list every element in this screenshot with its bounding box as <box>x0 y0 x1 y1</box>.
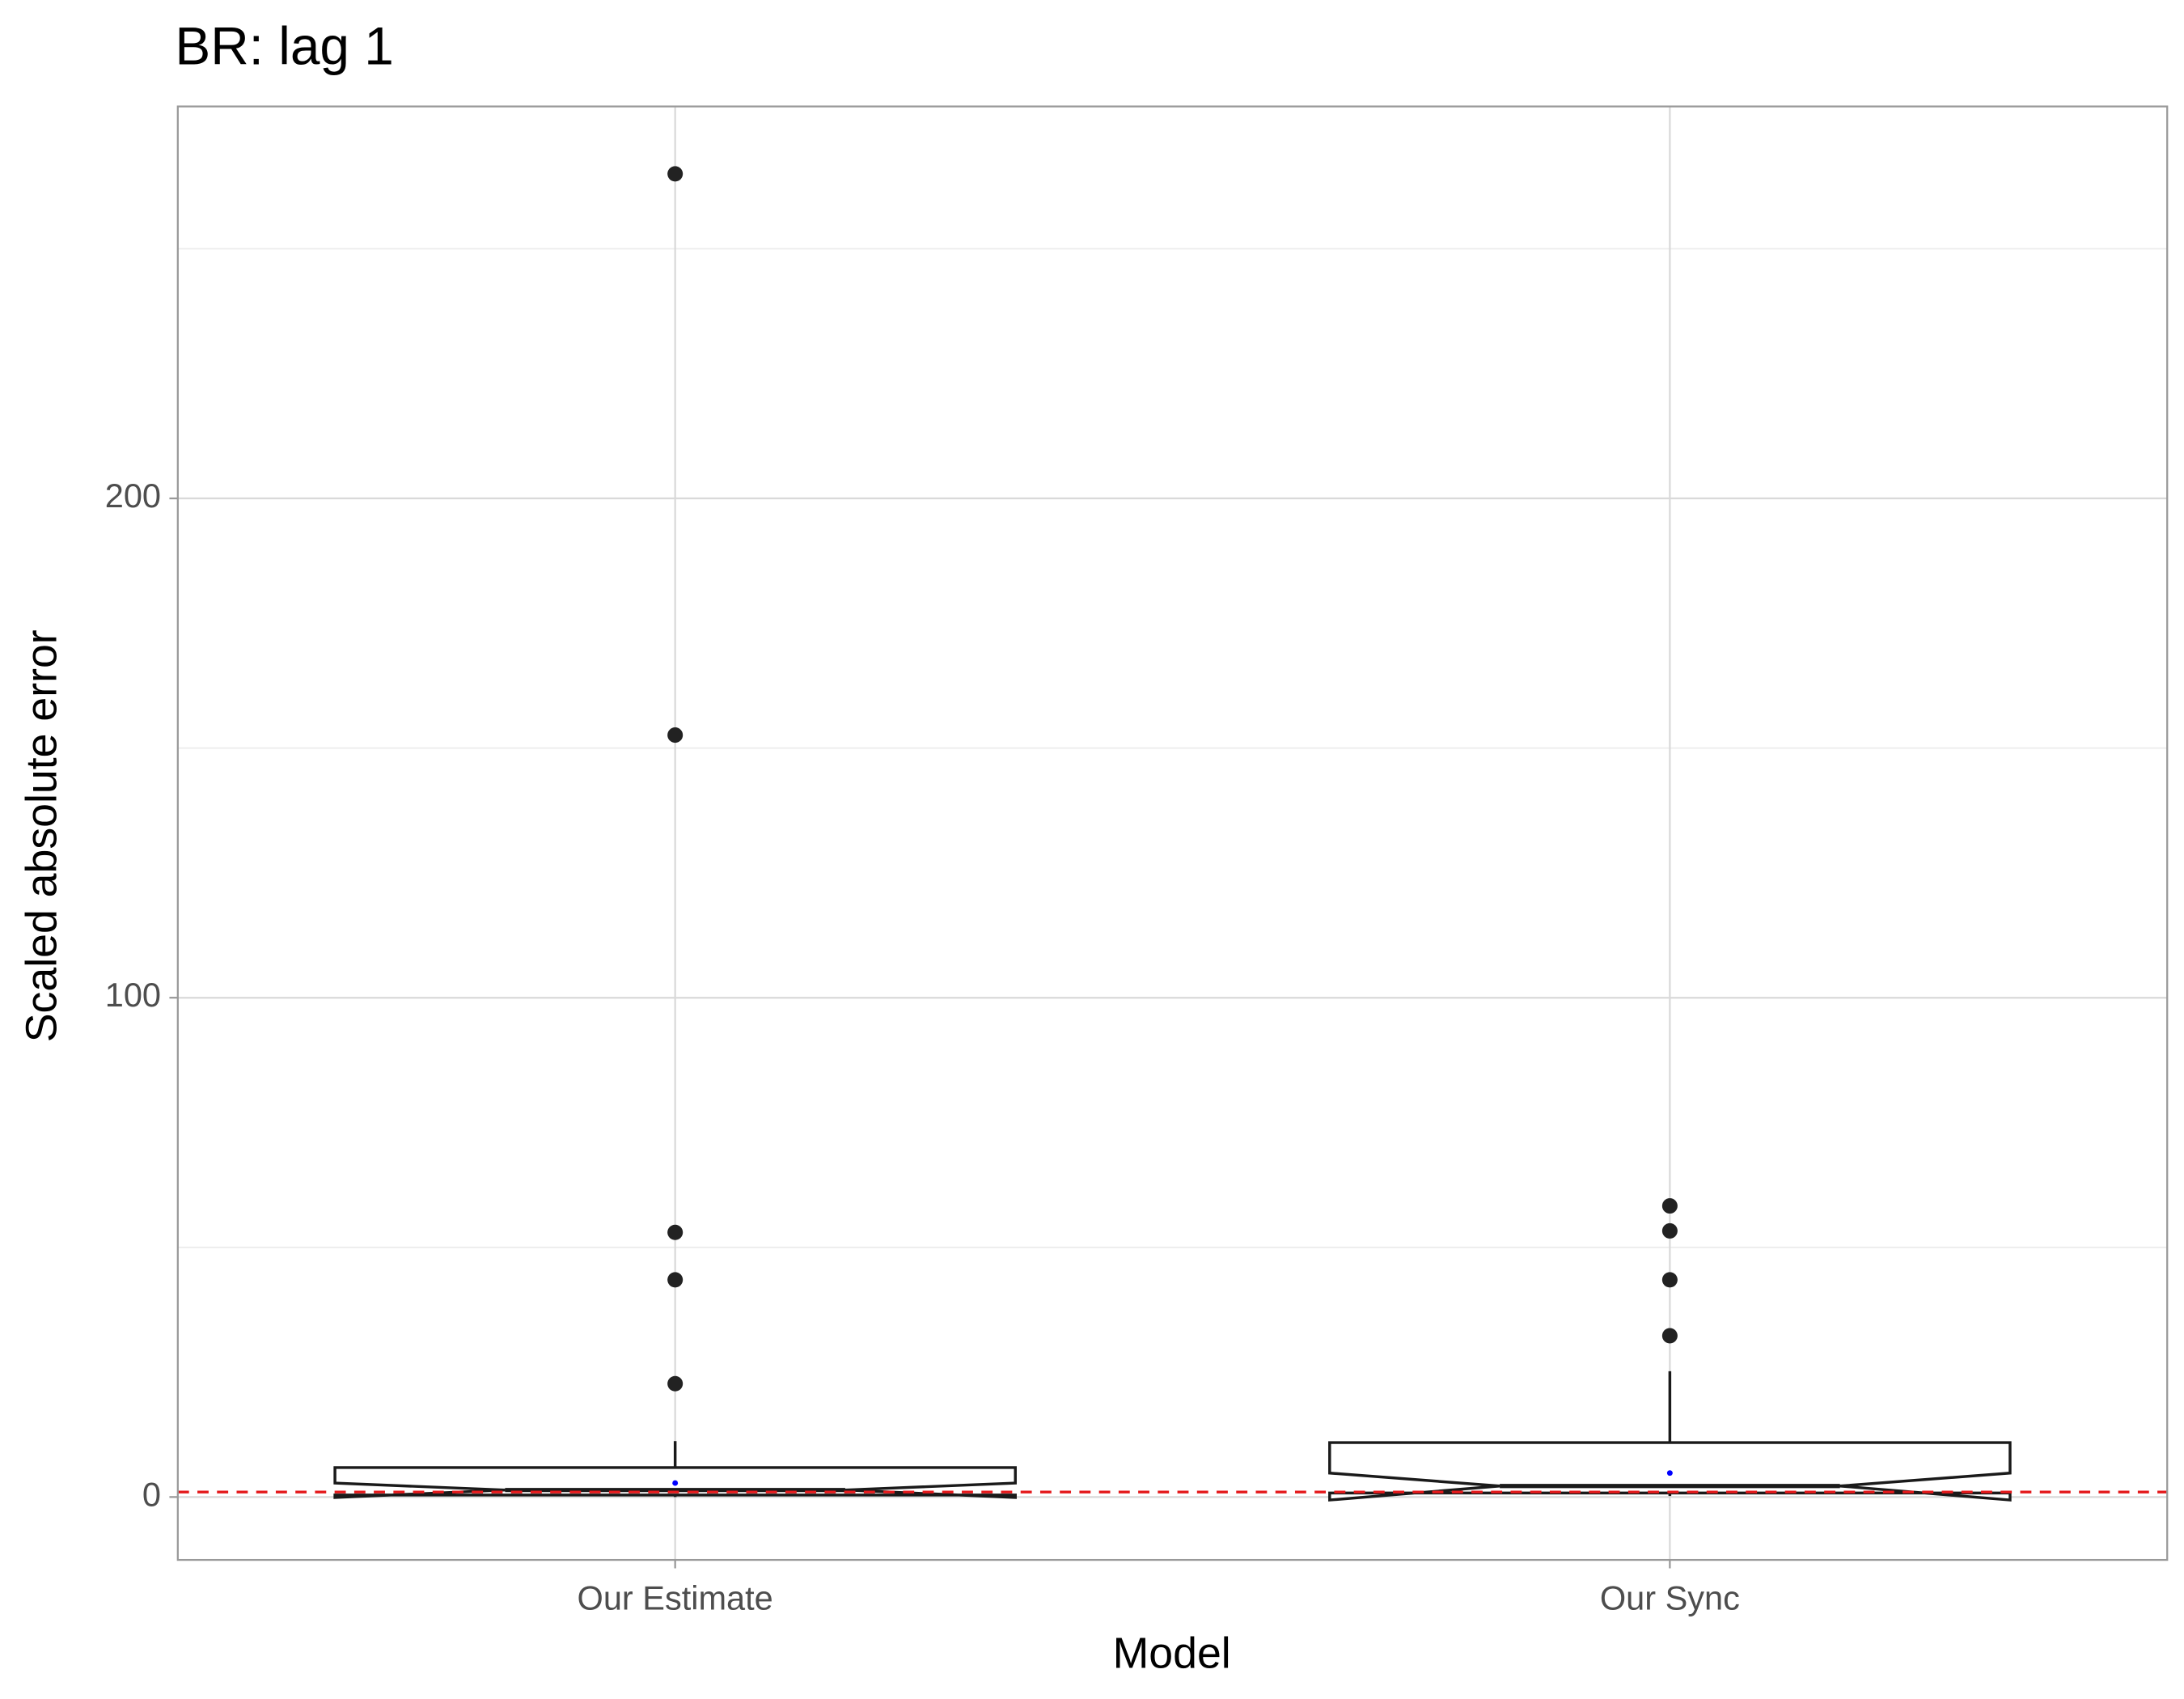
outlier <box>667 166 684 182</box>
x-tick-label: Our Estimate <box>578 1578 773 1616</box>
outlier <box>667 1272 684 1288</box>
mean-point <box>672 1480 679 1486</box>
panel-border <box>176 105 2169 1561</box>
outlier <box>667 1224 684 1240</box>
chart-title: BR: lag 1 <box>175 16 393 76</box>
outlier <box>1661 1328 1678 1344</box>
outlier <box>667 727 684 744</box>
outlier <box>1661 1222 1678 1239</box>
outlier <box>1661 1198 1678 1214</box>
x-tick-label: Our Sync <box>1600 1578 1740 1616</box>
y-axis-title: Scaled absolute error <box>18 629 66 1042</box>
panel <box>177 106 2168 1561</box>
x-axis-title: Model <box>1113 1629 1231 1678</box>
mean-point <box>1666 1470 1673 1477</box>
y-tick-label: 0 <box>142 1475 161 1513</box>
outlier <box>1661 1272 1678 1288</box>
y-tick-label: 200 <box>105 477 161 515</box>
outlier <box>667 1375 684 1392</box>
y-tick-label: 100 <box>105 976 161 1014</box>
